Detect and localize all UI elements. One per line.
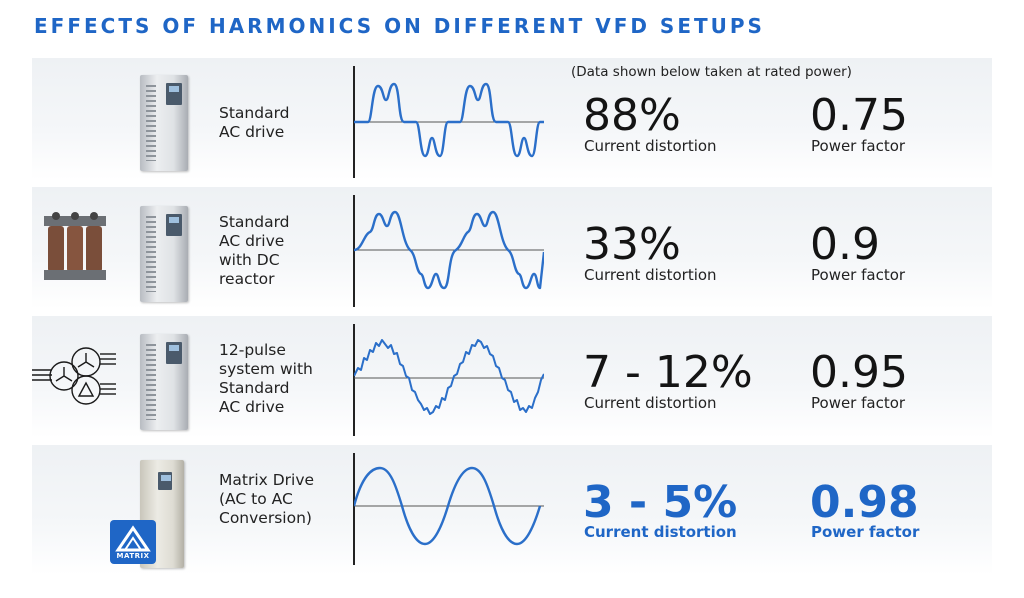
row-12-pulse-system <box>32 316 992 438</box>
distortion-caption: Current distortion <box>584 394 717 412</box>
ac-drive-image <box>140 206 188 302</box>
row-label: Standard AC drive with DC reactor <box>219 213 290 288</box>
distortion-value: 7 - 12% <box>583 347 753 398</box>
page-title: EFFECTS OF HARMONICS ON DIFFERENT VFD SE… <box>34 14 765 38</box>
row-label: 12-pulse system with Standard AC drive <box>219 341 313 416</box>
distortion-value: 88% <box>583 90 681 141</box>
dc-reactor-image <box>44 212 106 280</box>
transformer-symbol-icon <box>32 347 116 405</box>
power-factor-caption: Power factor <box>811 266 906 284</box>
power-factor-value: 0.95 <box>810 347 908 398</box>
data-note: (Data shown below taken at rated power) <box>571 64 852 80</box>
divider-line <box>353 324 355 436</box>
row-label: Matrix Drive (AC to AC Conversion) <box>219 471 315 527</box>
ac-drive-image <box>140 334 188 430</box>
distortion-value: 33% <box>583 219 681 270</box>
matrix-logo-text: MATRIX <box>116 552 150 560</box>
waveform-row-3 <box>354 339 544 415</box>
power-factor-value: 0.75 <box>810 90 908 141</box>
waveform-row-1 <box>354 82 544 158</box>
power-factor-value: 0.9 <box>810 219 880 270</box>
matrix-drive-image <box>140 460 184 568</box>
distortion-caption: Current distortion <box>584 137 717 155</box>
waveform-row-2 <box>354 210 544 290</box>
row-ac-drive-dc-reactor <box>32 187 992 309</box>
power-factor-caption: Power factor <box>811 137 906 155</box>
waveform-row-4 <box>354 466 544 546</box>
power-factor-value: 0.98 <box>810 477 919 528</box>
power-factor-caption: Power factor <box>811 523 920 541</box>
row-matrix-drive <box>32 445 992 575</box>
row-standard-ac-drive <box>32 58 992 180</box>
distortion-value: 3 - 5% <box>583 477 738 528</box>
row-label: Standard AC drive <box>219 104 290 141</box>
divider-line <box>353 453 355 565</box>
ac-drive-image <box>140 75 188 171</box>
distortion-caption: Current distortion <box>584 266 717 284</box>
matrix-logo-icon: MATRIX <box>110 520 156 564</box>
distortion-caption: Current distortion <box>584 523 737 541</box>
power-factor-caption: Power factor <box>811 394 906 412</box>
